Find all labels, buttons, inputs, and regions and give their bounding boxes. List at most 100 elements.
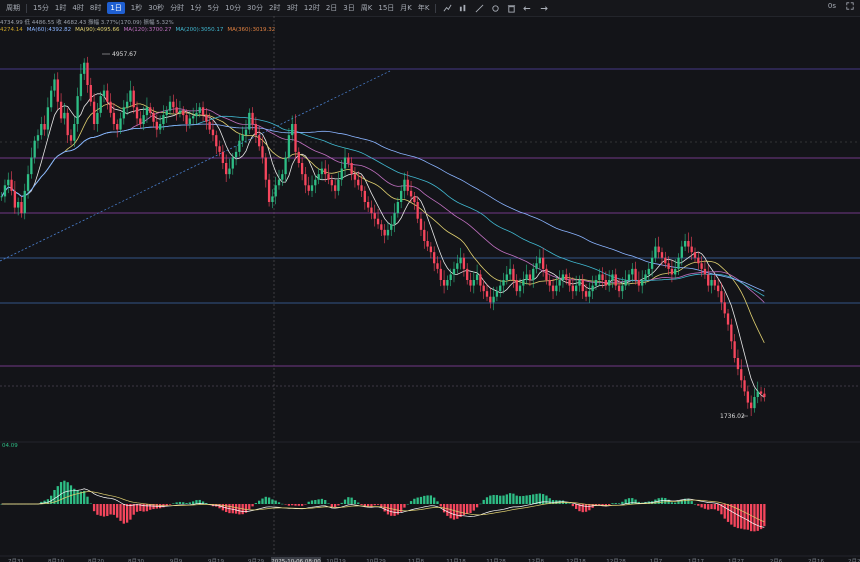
x-tick-18: 1月27	[728, 558, 744, 562]
macd-bar-117	[386, 504, 390, 515]
macd-bar-56	[185, 503, 188, 504]
candle-body-157	[518, 285, 522, 292]
macd-bar-36	[119, 504, 122, 521]
interval-19[interactable]: 月K	[400, 4, 412, 12]
candle-body-142	[469, 280, 472, 286]
macd-bar-116	[383, 504, 386, 512]
candle-body-211	[697, 257, 700, 264]
macd-bar-108	[357, 502, 360, 504]
candle-body-161	[532, 268, 535, 280]
macd-bar-32	[106, 504, 109, 516]
candle-body-80	[264, 157, 267, 180]
redo-icon[interactable]	[538, 3, 548, 13]
indicator-icon[interactable]	[442, 3, 452, 13]
candle-body-38	[125, 101, 129, 108]
fullscreen-icon[interactable]	[846, 2, 854, 12]
candle-body-196	[647, 268, 650, 275]
macd-bar-186	[614, 503, 617, 504]
candle-body-214	[707, 274, 710, 286]
macd-bar-112	[370, 504, 373, 508]
macd-bar-26	[86, 496, 89, 504]
candle-body-5	[17, 202, 20, 208]
candle-body-52	[172, 101, 175, 108]
candle-body-45	[149, 107, 152, 113]
macd-bar-13	[43, 500, 46, 504]
x-tick-11: 11月18	[446, 558, 466, 562]
macd-bar-146	[482, 499, 485, 504]
interval-5[interactable]: 1秒	[130, 4, 143, 12]
candle-body-191	[631, 268, 634, 275]
macd-bar-80	[264, 496, 267, 504]
interval-0[interactable]: 15分	[33, 4, 49, 12]
macd-bar-220	[726, 504, 730, 522]
interval-13[interactable]: 3时	[286, 4, 298, 12]
macd-bar-145	[479, 503, 482, 505]
candle-body-62	[205, 115, 208, 122]
interval-20[interactable]: 年K	[417, 4, 430, 12]
draw-tool-icon[interactable]	[474, 3, 484, 13]
delete-icon[interactable]	[506, 3, 516, 13]
macd-bar-25	[83, 490, 86, 504]
macd-bar-99	[327, 503, 330, 504]
interval-16[interactable]: 3日	[343, 4, 355, 12]
candle-body-64	[211, 129, 215, 136]
candle-body-167	[551, 285, 555, 292]
price-chart[interactable]: 4957.67 1736.02 04.09 7月31 8月10 8月20 8月30 9月9 9月…	[0, 16, 860, 562]
candle-body-20	[66, 112, 69, 136]
macd-bar-118	[390, 504, 393, 516]
candle-body-106	[350, 163, 353, 175]
interval-4[interactable]: 1日	[107, 2, 125, 14]
candle-body-48	[158, 124, 162, 130]
interval-6[interactable]: 30秒	[148, 4, 165, 12]
x-tick-2: 8月20	[88, 558, 104, 562]
interval-7[interactable]: 分时	[170, 4, 185, 12]
macd-bar-163	[538, 493, 541, 504]
macd-bar-0	[0, 504, 3, 505]
candle-body-76	[251, 112, 254, 124]
interval-9[interactable]: 5分	[207, 4, 220, 12]
candle-body-90	[297, 151, 300, 163]
candle-body-30	[99, 96, 102, 113]
undo-icon[interactable]	[522, 3, 532, 13]
macd-bar-77	[254, 503, 258, 504]
interval-10[interactable]: 10分	[225, 4, 242, 12]
candle-body-92	[304, 174, 307, 186]
candle-body-170	[561, 274, 565, 280]
candle-body-207	[683, 241, 687, 247]
interval-17[interactable]: 周K	[360, 4, 373, 12]
candle-body-71	[234, 151, 238, 158]
chart-type-icon[interactable]	[458, 3, 468, 13]
candle-body-185	[611, 274, 614, 280]
candle-body-146	[482, 285, 485, 292]
candle-body-57	[188, 118, 192, 124]
macd-bar-133	[439, 504, 442, 507]
macd-bar-89	[294, 504, 297, 506]
interval-11[interactable]: 30分	[247, 4, 263, 12]
macd-bar-142	[469, 504, 472, 514]
macd-dea-line	[1, 491, 765, 523]
interval-15[interactable]: 2日	[325, 4, 338, 12]
interval-8[interactable]: 1分	[190, 4, 202, 12]
settings-icon[interactable]	[490, 3, 500, 13]
interval-3[interactable]: 8时	[89, 4, 102, 12]
macd-bar-84	[277, 502, 281, 504]
candle-body-164	[541, 257, 545, 269]
candle-body-72	[238, 140, 241, 152]
interval-18[interactable]: 15日	[378, 4, 395, 12]
interval-14[interactable]: 12时	[303, 4, 320, 12]
candle-body-159	[525, 274, 528, 280]
candle-body-135	[446, 280, 449, 286]
candle-body-3	[10, 179, 13, 191]
macd-bar-231	[763, 504, 766, 527]
interval-2[interactable]: 4时	[72, 4, 84, 12]
macd-bar-172	[568, 503, 571, 504]
interval-1[interactable]: 1时	[54, 4, 67, 12]
macd-bar-127	[419, 496, 423, 504]
period-dropdown[interactable]: 周期	[6, 4, 20, 12]
candle-body-83	[274, 185, 277, 197]
candle-body-132	[436, 263, 439, 269]
candle-body-219	[723, 302, 726, 314]
candle-body-110	[363, 190, 366, 202]
macd-bar-152	[502, 495, 505, 504]
interval-12[interactable]: 2时	[268, 4, 281, 12]
